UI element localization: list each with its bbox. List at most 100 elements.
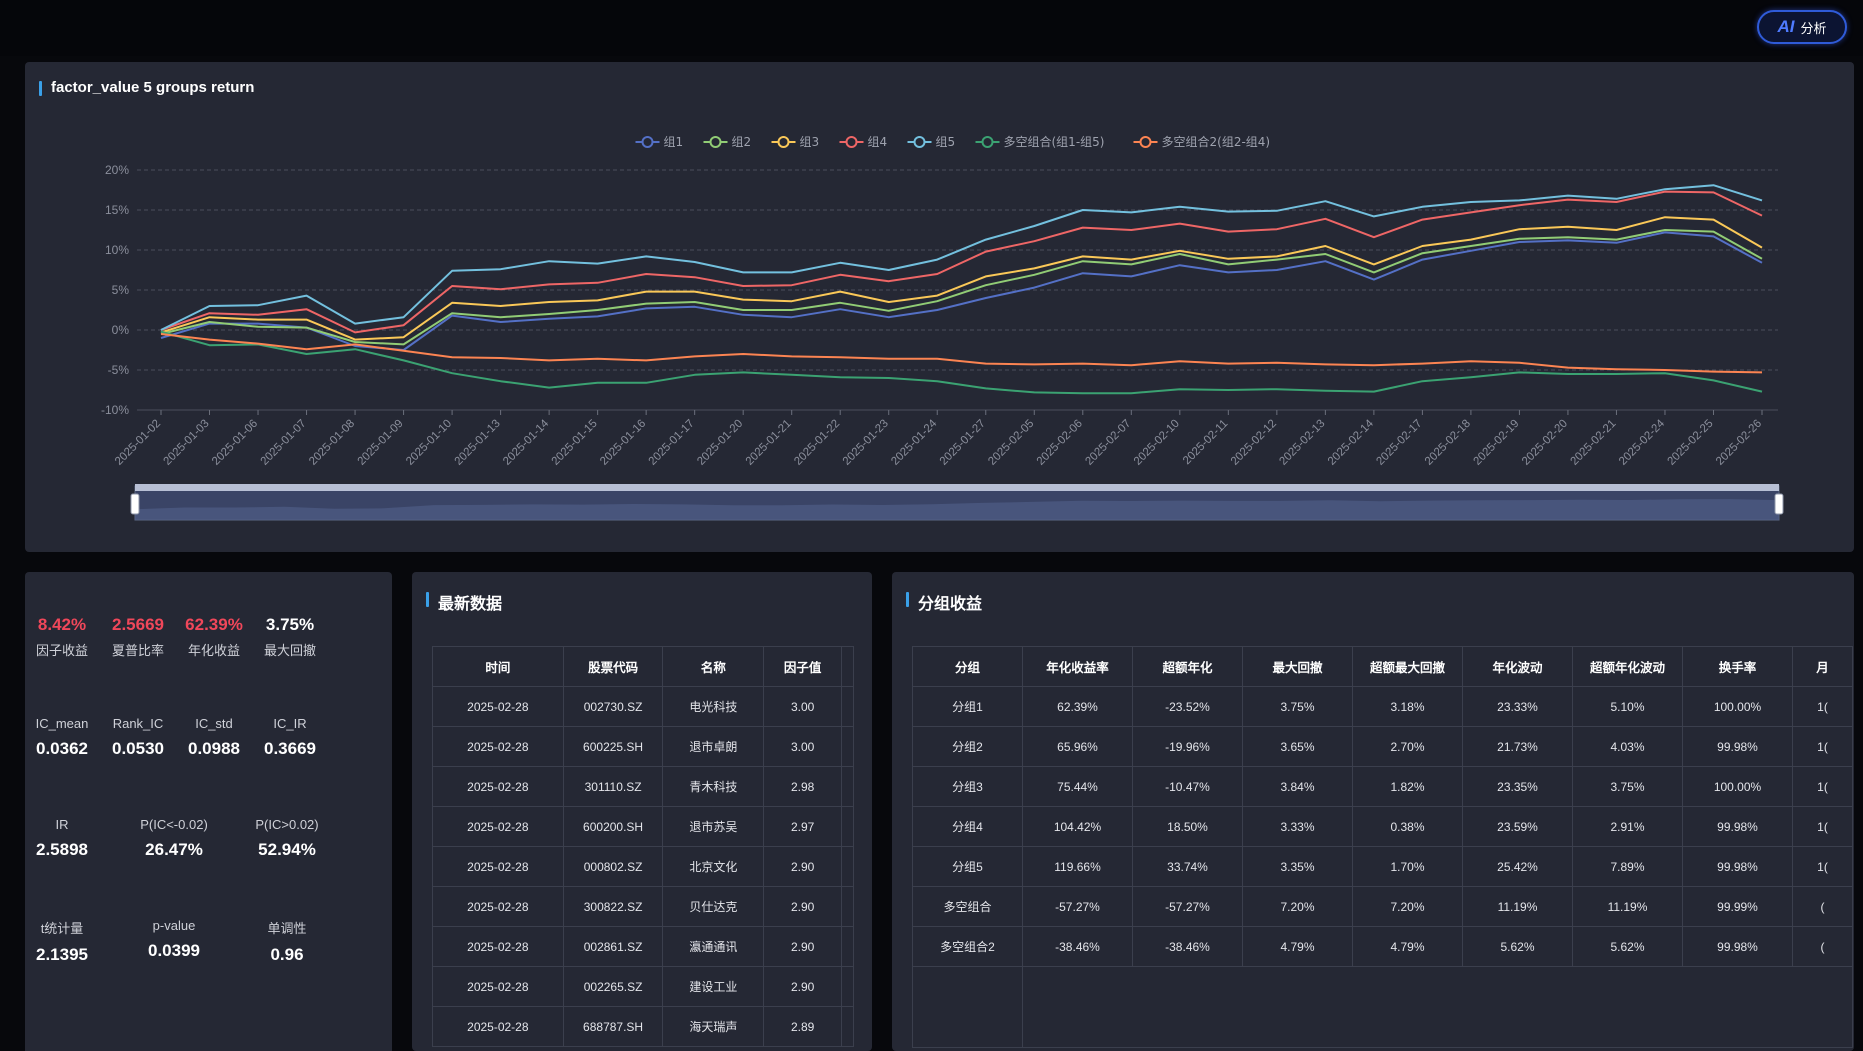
legend-item[interactable]: 组3	[771, 135, 820, 149]
ai-analysis-label: 分析	[1800, 20, 1827, 36]
stat-1: 2.5669 夏普比率	[112, 615, 164, 659]
table-row[interactable]: 2025-02-28 300822.SZ 贝仕达克 2.90	[432, 886, 854, 927]
table-row[interactable]: 2025-02-28 002265.SZ 建设工业 2.90	[432, 966, 854, 1007]
row-filler	[841, 926, 854, 967]
stat-label: 年化收益	[187, 643, 241, 658]
column-header[interactable]: 换手率	[1682, 646, 1793, 687]
table-row[interactable]: 多空组合 -57.27% -57.27% 7.20% 7.20% 11.19% 11.19%…	[912, 886, 1853, 927]
y-tick-label: -5%	[108, 363, 130, 377]
table-cell: 7.89%	[1572, 846, 1683, 887]
table-row[interactable]: 2025-02-28 600200.SH 退市苏吴 2.97	[432, 806, 854, 847]
column-header[interactable]: 分组	[912, 646, 1023, 687]
column-header[interactable]: 超额年化	[1132, 646, 1243, 687]
latest-data-panel: 最新数据 时间 股票代码 名称 因子值 2025-02-28 002730.SZ 电光科技 3…	[412, 572, 872, 1051]
table-cell: 2025-02-28	[432, 926, 564, 967]
column-header[interactable]: 年化收益率	[1022, 646, 1133, 687]
table-cell: 23.35%	[1462, 766, 1573, 807]
x-tick-label: 2025-01-03	[162, 418, 212, 468]
legend-item[interactable]: 多空组合(组1-组5)	[975, 134, 1105, 149]
x-tick-label: 2025-02-12	[1229, 418, 1279, 468]
table-cell: -19.96%	[1132, 726, 1243, 767]
column-header[interactable]: 股票代码	[562, 646, 664, 687]
table-row[interactable]: 2025-02-28 000802.SZ 北京文化 2.90	[432, 846, 854, 887]
table-header-row: 分组 年化收益率 超额年化 最大回撤 超额最大回撤 年化波动 超额年化波动 换手率月	[912, 646, 1853, 687]
table-cell: 18.50%	[1132, 806, 1243, 847]
legend-marker	[845, 136, 858, 148]
x-tick-label: 2025-02-05	[986, 418, 1036, 468]
group-returns-title: 分组收益	[906, 590, 982, 614]
table-cell: 2.90	[763, 886, 843, 927]
x-tick-label: 2025-02-10	[1132, 418, 1182, 468]
group-returns-table-wrap[interactable]: 分组 年化收益率 超额年化 最大回撤 超额最大回撤 年化波动 超额年化波动 换手率月分组1 62…	[912, 646, 1854, 1051]
table-cell: -10.47%	[1132, 766, 1243, 807]
table-row[interactable]: 分组4 104.42% 18.50% 3.33% 0.38% 23.59% 2.91% 99.…	[912, 806, 1853, 847]
table-cell: 99.98%	[1682, 846, 1793, 887]
legend-item[interactable]: 组2	[703, 135, 752, 149]
table-cell: -23.52%	[1132, 686, 1243, 727]
zoom-handle-left[interactable]	[130, 493, 140, 515]
stat-value: 0.0399	[148, 941, 200, 960]
table-cell: 2.90	[763, 966, 843, 1007]
table-row[interactable]: 多空组合2 -38.46% -38.46% 4.79% 4.79% 5.62% 5.62% 9…	[912, 926, 1853, 967]
stat-label: P(IC>0.02)	[255, 817, 319, 832]
legend-item[interactable]: 组5	[907, 135, 956, 149]
y-tick-label: 0%	[112, 323, 130, 337]
column-header[interactable]: 时间	[432, 646, 564, 687]
x-tick-label: 2025-02-13	[1277, 418, 1327, 468]
stat-label: IC_IR	[273, 716, 307, 731]
table-cell: 2025-02-28	[432, 766, 564, 807]
latest-data-table-wrap[interactable]: 时间 股票代码 名称 因子值 2025-02-28 002730.SZ 电光科技 3.00 20…	[432, 646, 854, 1051]
table-cell: -38.46%	[1132, 926, 1243, 967]
table-row[interactable]: 分组1 62.39% -23.52% 3.75% 3.18% 23.33% 5.10% 100…	[912, 686, 1853, 727]
table-row[interactable]: 分组3 75.44% -10.47% 3.84% 1.82% 23.35% 3.75% 100…	[912, 766, 1853, 807]
x-tick-label: 2025-01-21	[744, 418, 794, 468]
legend-marker	[709, 136, 722, 148]
table-row[interactable]: 2025-02-28 002730.SZ 电光科技 3.00	[432, 686, 854, 727]
table-row[interactable]: 分组5 119.66% 33.74% 3.35% 1.70% 25.42% 7.89% 99.…	[912, 846, 1853, 887]
stat-label: 夏普比率	[111, 643, 165, 658]
x-tick-label: 2025-01-20	[695, 418, 745, 468]
column-header[interactable]: 超额年化波动	[1572, 646, 1683, 687]
table-cell: 33.74%	[1132, 846, 1243, 887]
table-row[interactable]: 2025-02-28 301110.SZ 青木科技 2.98	[432, 766, 854, 807]
column-header[interactable]: 最大回撤	[1242, 646, 1353, 687]
table-cell: 5.62%	[1462, 926, 1573, 967]
empty-cell	[912, 966, 1023, 1048]
table-cell: 3.75%	[1572, 766, 1683, 807]
table-cell: 100.00%	[1682, 766, 1793, 807]
table-cell: 4.79%	[1242, 926, 1353, 967]
zoom-handle-right[interactable]	[1774, 493, 1784, 515]
row-filler	[841, 1006, 854, 1047]
column-header[interactable]: 年化波动	[1462, 646, 1573, 687]
table-cell: 99.99%	[1682, 886, 1793, 927]
x-tick-label: 2025-02-18	[1423, 418, 1473, 468]
table-cell: -57.27%	[1022, 886, 1133, 927]
column-header[interactable]: 名称	[662, 646, 765, 687]
table-cell: 2.90	[763, 846, 843, 887]
column-header[interactable]: 月	[1792, 646, 1853, 687]
legend-item[interactable]: 组1	[635, 135, 684, 149]
legend-item[interactable]: 组4	[839, 135, 888, 149]
stat-value: 0.3669	[264, 739, 316, 758]
stat-value: 2.1395	[36, 945, 88, 964]
stat-13: 单调性 0.96	[267, 918, 306, 965]
series-line-4	[160, 190, 1763, 334]
legend-marker	[981, 136, 994, 148]
table-cell: 2.91%	[1572, 806, 1683, 847]
table-cell: 3.00	[763, 686, 843, 727]
stat-label: IC_mean	[35, 716, 89, 731]
table-cell: 11.19%	[1462, 886, 1573, 927]
ai-analysis-button[interactable]: AI 分析	[1757, 10, 1847, 44]
legend-item[interactable]: 多空组合2(组2-组4)	[1133, 134, 1271, 149]
table-row[interactable]: 2025-02-28 600225.SH 退市卓朗 3.00	[432, 726, 854, 767]
x-tick-label: 2025-02-19	[1471, 418, 1521, 468]
table-row[interactable]: 2025-02-28 688787.SH 海天瑞声 2.89	[432, 1006, 854, 1047]
row-filler	[841, 966, 854, 1007]
table-row[interactable]: 2025-02-28 002861.SZ 瀛通通讯 2.90	[432, 926, 854, 967]
table-row[interactable]: 分组2 65.96% -19.96% 3.65% 2.70% 21.73% 4.03% 99.…	[912, 726, 1853, 767]
x-tick-label: 2025-02-25	[1666, 418, 1716, 468]
column-header[interactable]: 超额最大回撤	[1352, 646, 1463, 687]
x-tick-label: 2025-01-09	[356, 418, 406, 468]
table-cell: 2.90	[763, 926, 843, 967]
column-header[interactable]: 因子值	[763, 646, 843, 687]
